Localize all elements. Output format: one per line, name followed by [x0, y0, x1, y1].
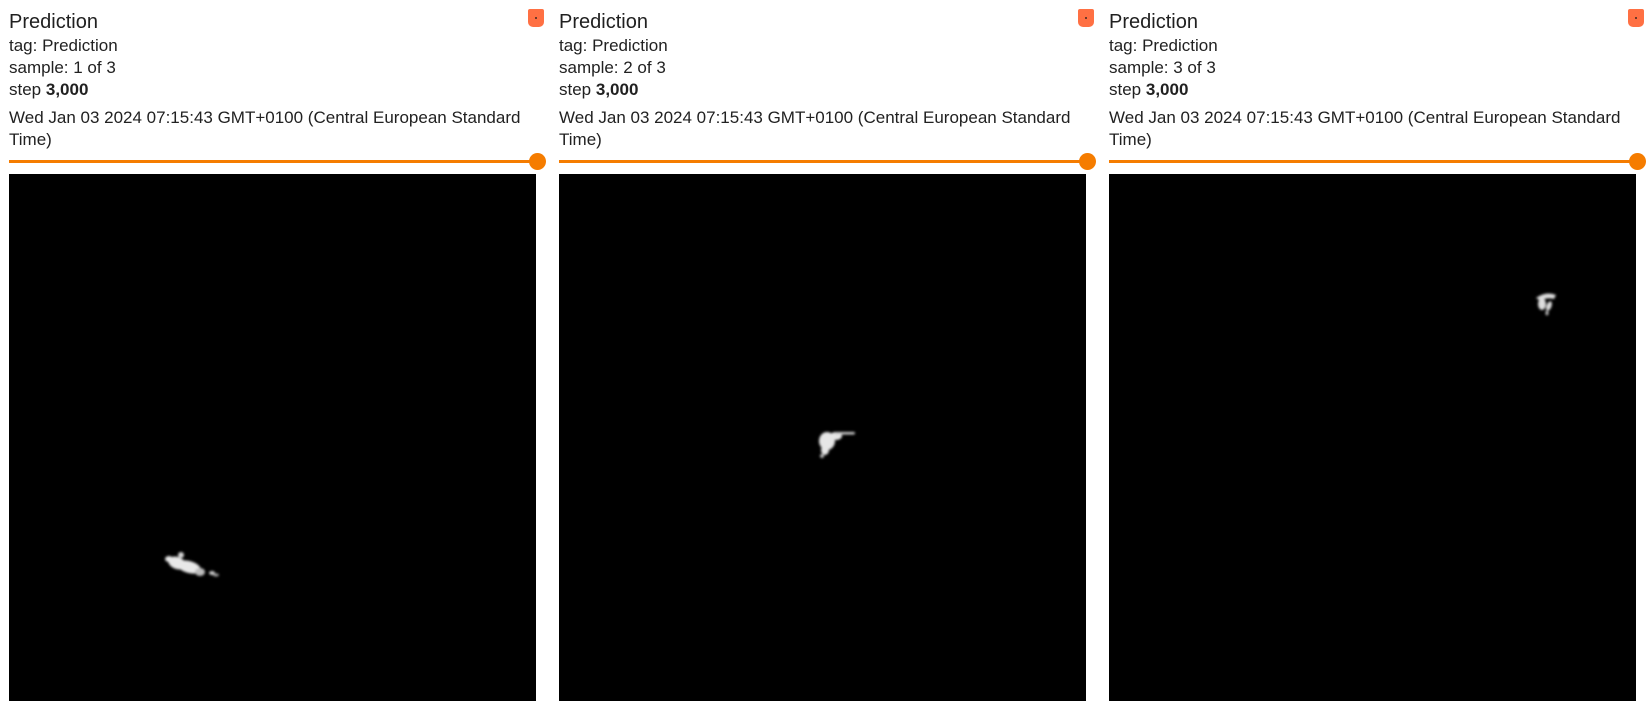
step-prefix: step — [1109, 80, 1146, 99]
pin-icon[interactable] — [528, 9, 544, 27]
step-slider[interactable] — [9, 153, 546, 170]
step-value: 3,000 — [45, 80, 89, 99]
card-title: Prediction — [559, 11, 648, 33]
slider-track[interactable] — [9, 160, 536, 163]
slider-thumb[interactable] — [1629, 153, 1646, 170]
prediction-image — [559, 174, 1086, 701]
step-value: 3,000 — [595, 80, 639, 99]
pin-dot — [1085, 17, 1087, 19]
card-step: step 3,000 — [1109, 79, 1188, 101]
prediction-image — [9, 174, 536, 701]
step-prefix: step — [9, 80, 46, 99]
card-sample: sample: 3 of 3 — [1109, 58, 1216, 77]
pin-dot — [1635, 17, 1637, 19]
card-timestamp: Wed Jan 03 2024 07:15:43 GMT+0100 (Centr… — [1109, 108, 1621, 149]
slider-thumb[interactable] — [1079, 153, 1096, 170]
slider-track[interactable] — [1109, 160, 1636, 163]
step-slider[interactable] — [559, 153, 1096, 170]
pin-dot — [535, 17, 537, 19]
card-tag: tag: Prediction — [9, 36, 118, 55]
card-title: Prediction — [9, 11, 98, 33]
image-card-1: Prediction tag: Prediction sample: 1 of … — [9, 0, 546, 712]
card-sample: sample: 1 of 3 — [9, 58, 116, 77]
card-step: step 3,000 — [9, 79, 88, 101]
card-tag: tag: Prediction — [559, 36, 668, 55]
step-prefix: step — [559, 80, 596, 99]
image-card-2: Prediction tag: Prediction sample: 2 of … — [559, 0, 1096, 712]
slider-track[interactable] — [559, 160, 1086, 163]
card-timestamp: Wed Jan 03 2024 07:15:43 GMT+0100 (Centr… — [9, 108, 521, 149]
prediction-mask — [1536, 293, 1556, 316]
pin-icon[interactable] — [1628, 9, 1644, 27]
card-title: Prediction — [1109, 11, 1198, 33]
prediction-mask — [165, 552, 219, 577]
card-tag: tag: Prediction — [1109, 36, 1218, 55]
pin-icon[interactable] — [1078, 9, 1094, 27]
step-slider[interactable] — [1109, 153, 1646, 170]
card-sample: sample: 2 of 3 — [559, 58, 666, 77]
image-card-3: Prediction tag: Prediction sample: 3 of … — [1109, 0, 1646, 712]
prediction-image — [1109, 174, 1636, 701]
slider-thumb[interactable] — [529, 153, 546, 170]
prediction-mask — [819, 432, 855, 458]
card-timestamp: Wed Jan 03 2024 07:15:43 GMT+0100 (Centr… — [559, 108, 1071, 149]
step-value: 3,000 — [1145, 80, 1189, 99]
card-step: step 3,000 — [559, 79, 638, 101]
